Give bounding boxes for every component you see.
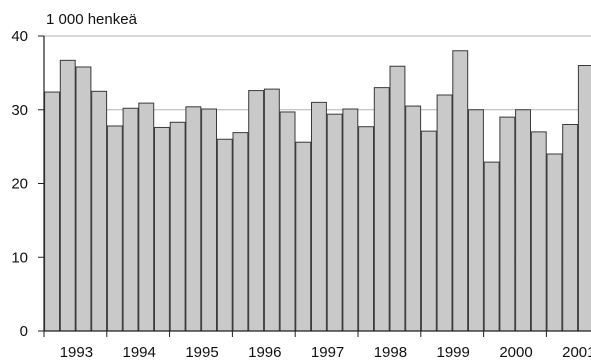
bar-2000-q2 [499,116,516,332]
x-tick-label-2000: 2000 [499,344,532,361]
bar-1998-q1 [358,126,375,332]
bar-1995-q1 [169,121,186,332]
bar-1994-q2 [122,107,139,332]
bar-1998-q2 [373,87,390,332]
x-tick-label-1997: 1997 [311,344,344,361]
bar-2001-q2 [562,124,579,332]
bar-1997-q4 [342,108,359,332]
bar-2000-q3 [515,109,531,332]
bar-1996-q3 [263,88,280,332]
bar-1994-q4 [154,126,170,332]
bar-1993-q1 [44,91,60,332]
bar-1993-q2 [59,59,76,332]
y-tick-label-0: 0 [20,323,28,340]
x-tick-label-1999: 1999 [437,344,470,361]
y-tick-label-10: 10 [11,249,28,266]
bar-1997-q2 [311,101,327,332]
bar-1999-q3 [452,50,469,332]
bar-1995-q2 [185,106,202,332]
axes [38,35,591,337]
bar-1997-q1 [295,141,312,332]
bar-1996-q1 [232,132,249,332]
bar-1998-q4 [405,105,422,332]
bar-1997-q3 [326,113,343,332]
bars [44,50,591,332]
x-tick-label-1993: 1993 [60,344,93,361]
bar-1999-q2 [436,94,453,332]
bar-2000-q1 [483,161,500,332]
x-tick-label-1995: 1995 [185,344,218,361]
bar-1994-q1 [106,125,123,332]
y-tick-label-20: 20 [11,176,28,193]
y-tick-label-40: 40 [11,28,28,45]
bar-1996-q4 [279,111,296,332]
bar-1996-q2 [248,90,265,332]
x-tick-label-1998: 1998 [374,344,407,361]
bar-1999-q1 [420,130,437,332]
y-tick-label-30: 30 [11,102,28,119]
bar-1995-q4 [216,138,233,332]
y-unit-label: 1 000 henkeä [46,11,138,28]
bar-2000-q4 [530,131,547,332]
bar-2001-q3 [577,65,591,332]
tick-labels: 0 10 20 30 40 1993 1994 1995 1996 1997 1998 1999 200… [11,28,591,361]
x-tick-label-1994: 1994 [123,344,156,361]
bar-1993-q4 [91,90,108,332]
bar-2001-q1 [546,153,563,332]
bar-1994-q3 [138,102,155,332]
bar-1998-q3 [389,65,406,332]
bar-1999-q4 [468,109,484,332]
x-tick-label-2001: 2001 [562,344,591,361]
x-tick-label-1996: 1996 [248,344,281,361]
bar-1995-q3 [201,108,218,332]
bar-1993-q3 [75,66,92,332]
